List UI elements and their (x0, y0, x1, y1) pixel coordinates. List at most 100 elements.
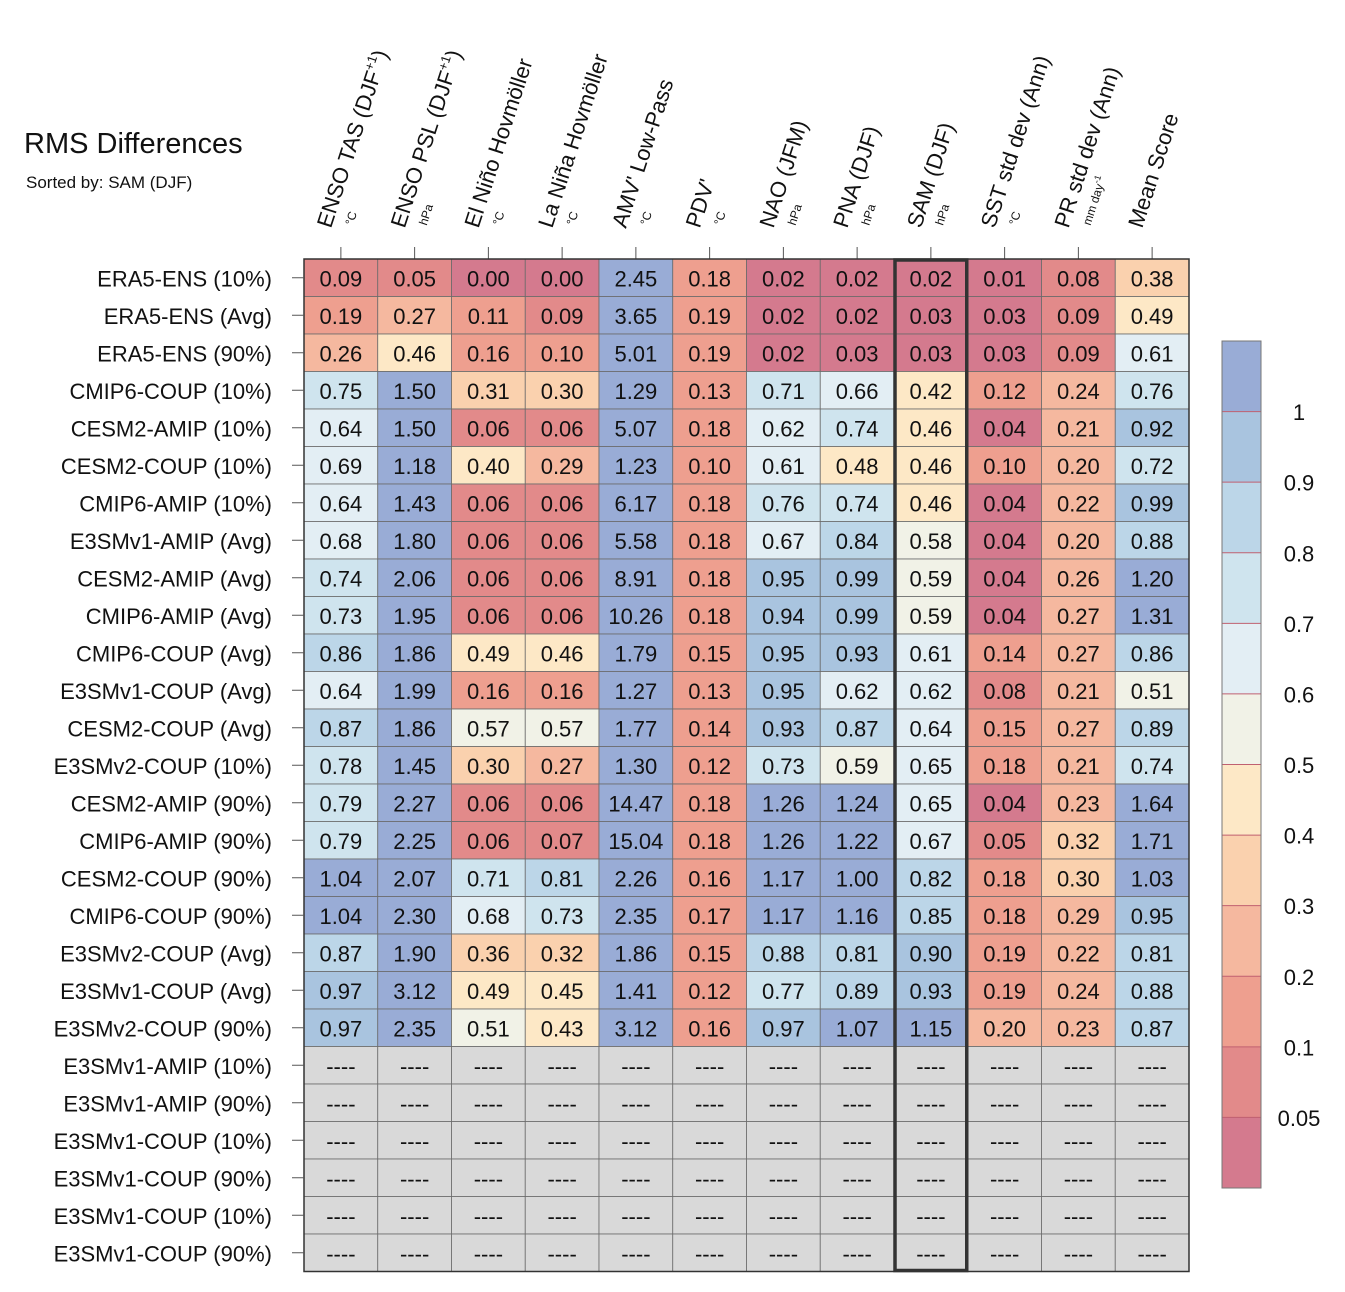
heatmap-cell (746, 596, 821, 635)
cell-value: 1.29 (614, 379, 657, 404)
cell-value: 2.30 (393, 904, 436, 929)
row-label: E3SMv1-COUP (90%) (54, 1166, 272, 1191)
cell-value: 0.06 (467, 829, 510, 854)
cell-value: 0.30 (541, 379, 584, 404)
cell-value: 0.16 (541, 679, 584, 704)
heatmap-cell (819, 1008, 895, 1047)
cell-value: 0.04 (983, 529, 1026, 554)
heatmap-cell (377, 1083, 452, 1122)
cell-value: 0.09 (319, 266, 362, 291)
cell-value: ---- (474, 1241, 503, 1266)
row-label: E3SMv1-COUP (Avg) (60, 979, 272, 1004)
heatmap-cell (598, 896, 674, 935)
cell-value: ---- (474, 1129, 503, 1154)
cell-value: 0.45 (541, 979, 584, 1004)
row-label: E3SMv1-COUP (10%) (54, 1204, 272, 1229)
cell-value: 2.07 (393, 866, 436, 891)
heatmap-cell (377, 858, 452, 897)
cell-value: 3.12 (614, 1016, 657, 1041)
heatmap-cell (303, 1046, 379, 1085)
cell-value: 1.04 (319, 866, 362, 891)
heatmap-cell (524, 671, 600, 710)
cell-value: 10.26 (608, 604, 663, 629)
heatmap-cell (893, 783, 969, 822)
cell-value: 1.00 (836, 866, 879, 891)
cell-value: ---- (842, 1129, 871, 1154)
cell-value: 0.01 (983, 266, 1026, 291)
cell-value: ---- (326, 1091, 355, 1116)
row-label: CESM2-COUP (Avg) (67, 716, 272, 741)
heatmap-cell (451, 1008, 526, 1047)
row-label: CESM2-COUP (10%) (61, 454, 272, 479)
heatmap-cell (819, 596, 895, 635)
heatmap-cell (377, 483, 452, 522)
cell-value: ---- (916, 1241, 945, 1266)
heatmap-cell (1114, 258, 1190, 297)
heatmap-cell (598, 558, 674, 597)
cell-value: 0.08 (1057, 266, 1100, 291)
heatmap-cell (1041, 333, 1116, 372)
cell-value: 0.06 (541, 566, 584, 591)
heatmap-cell (303, 933, 379, 972)
cell-value: ---- (1064, 1091, 1093, 1116)
cell-value: ---- (916, 1204, 945, 1229)
heatmap-cell (451, 483, 526, 522)
cell-value: 3.65 (614, 304, 657, 329)
heatmap-cell (451, 446, 526, 485)
cell-value: 0.32 (1057, 829, 1100, 854)
heatmap-cell (377, 1121, 452, 1160)
heatmap-cell (819, 296, 895, 335)
heatmap-cell (1114, 671, 1190, 710)
row-label: E3SMv1-COUP (10%) (54, 1129, 272, 1154)
cell-value: 0.27 (1057, 604, 1100, 629)
cell-value: 0.09 (1057, 341, 1100, 366)
row-label: CMIP6-COUP (90%) (69, 904, 272, 929)
column-label: La Niña Hovmöller (533, 51, 613, 231)
heatmap-cell (303, 633, 379, 672)
heatmap-cell (893, 933, 969, 972)
cell-value: ---- (326, 1166, 355, 1191)
heatmap-cell (303, 521, 379, 560)
cell-value: 0.64 (319, 491, 362, 516)
cell-value: 0.65 (909, 754, 952, 779)
cell-value: 0.18 (983, 866, 1026, 891)
cell-value: 0.42 (909, 379, 952, 404)
cell-value: 0.15 (688, 641, 731, 666)
cell-value: 0.30 (467, 754, 510, 779)
cell-value: ---- (695, 1241, 724, 1266)
heatmap-cell (1041, 483, 1116, 522)
colorbar-border (1221, 340, 1262, 1189)
cell-value: ---- (1064, 1204, 1093, 1229)
cell-value: 0.90 (909, 941, 952, 966)
cell-value: 0.26 (1057, 566, 1100, 591)
cell-value: 0.19 (983, 979, 1026, 1004)
cell-value: 0.11 (468, 304, 509, 329)
cell-value: 0.18 (688, 566, 731, 591)
cell-value: 1.79 (614, 641, 657, 666)
cell-value: ---- (842, 1204, 871, 1229)
sorted-column-highlight (893, 258, 969, 1273)
cell-value: ---- (326, 1129, 355, 1154)
heatmap-cell (1041, 521, 1116, 560)
cell-value: 0.17 (688, 904, 731, 929)
cell-value: 0.72 (1131, 454, 1174, 479)
cell-value: ---- (916, 1129, 945, 1154)
cell-value: ---- (547, 1204, 576, 1229)
row-label: E3SMv2-COUP (90%) (54, 1016, 272, 1041)
heatmap-cell (303, 1158, 379, 1197)
cell-value: 0.03 (983, 341, 1026, 366)
cell-value: 0.46 (541, 641, 584, 666)
cell-value: 0.78 (319, 754, 362, 779)
row-label: CMIP6-AMIP (10%) (79, 491, 272, 516)
cell-value: 0.61 (762, 454, 805, 479)
row-label: E3SMv2-COUP (Avg) (60, 941, 272, 966)
cell-value: 0.99 (836, 604, 879, 629)
cell-value: 0.88 (762, 941, 805, 966)
heatmap-cell (377, 258, 452, 297)
cell-value: 0.65 (909, 791, 952, 816)
cell-value: ---- (1137, 1241, 1166, 1266)
cell-value: 0.18 (983, 904, 1026, 929)
heatmap-cell (1114, 1158, 1190, 1197)
heatmap-cell (1041, 633, 1116, 672)
chart-subtitle: Sorted by: SAM (DJF) (26, 173, 193, 192)
